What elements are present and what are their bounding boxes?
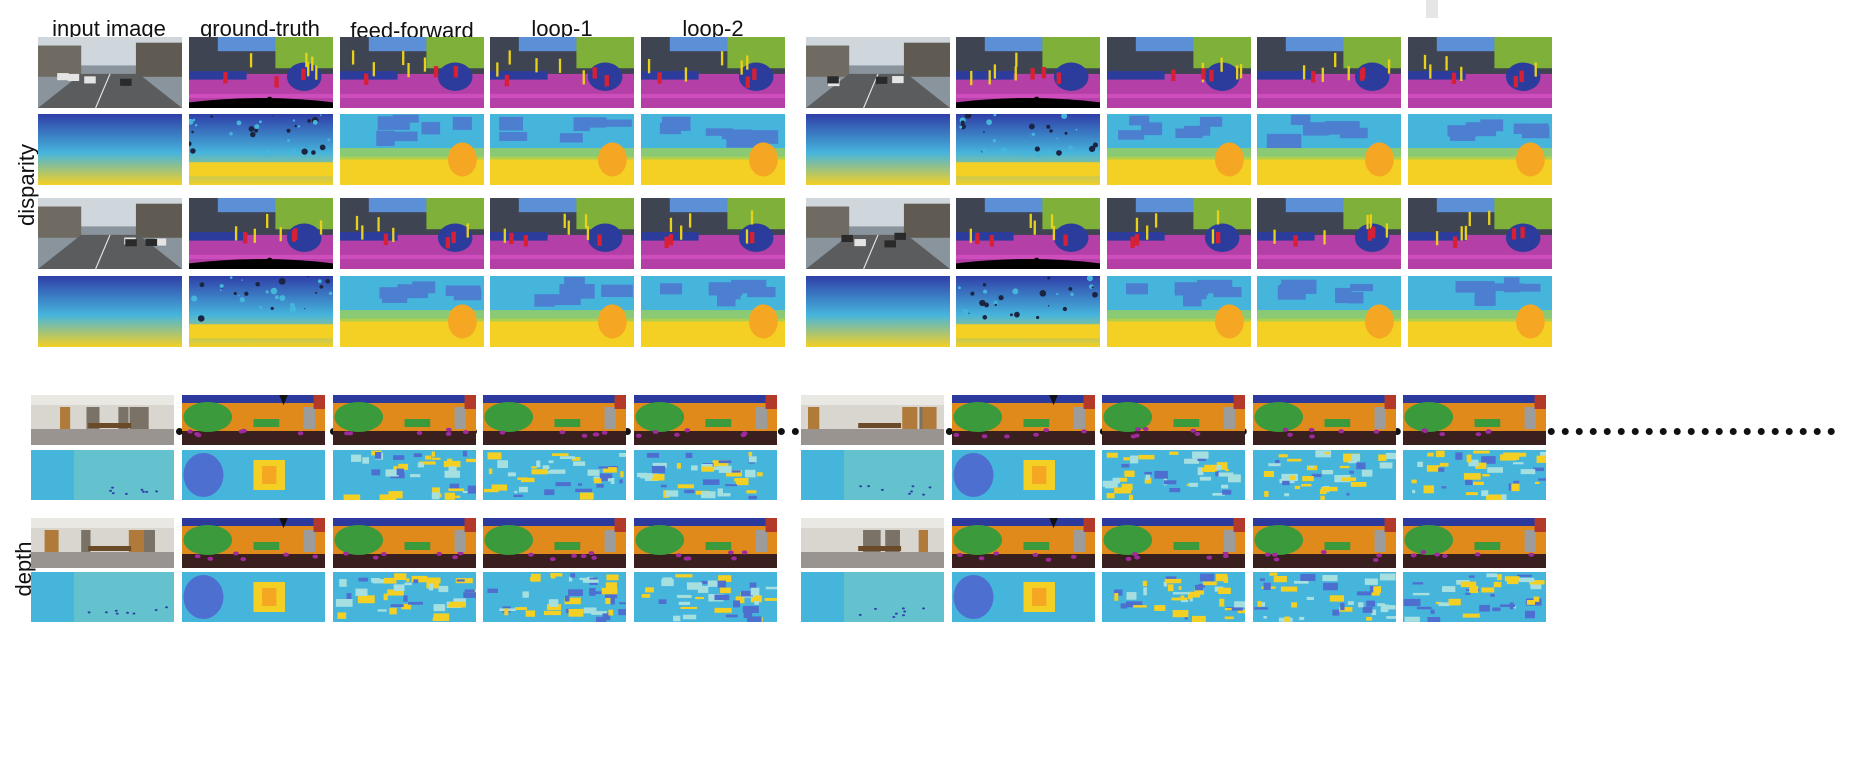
segmentation-tile xyxy=(952,518,1095,568)
segmentation-tile xyxy=(641,37,785,108)
col-label-gt-top: ground-truth xyxy=(200,16,320,41)
col-label-input-top: input image xyxy=(52,16,166,41)
depth-tile xyxy=(801,450,944,500)
col-label-loop1-top: loop-1 xyxy=(531,16,593,41)
row-label-disparity: disparity xyxy=(14,144,39,226)
segmentation-tile xyxy=(1102,518,1245,568)
segmentation-tile xyxy=(189,198,333,269)
depth-tile xyxy=(952,450,1095,500)
segmentation-tile xyxy=(182,395,325,445)
segmentation-tile xyxy=(634,395,777,445)
segmentation-tile xyxy=(490,198,634,269)
depth-tile xyxy=(952,572,1095,622)
depth-tile xyxy=(801,572,944,622)
segmentation-tile xyxy=(634,518,777,568)
disparity-tile xyxy=(490,114,634,185)
segmentation-tile xyxy=(340,37,484,108)
depth-tile xyxy=(31,572,174,622)
input-image-tile xyxy=(806,37,950,108)
segmentation-tile xyxy=(1107,198,1251,269)
depth-tile xyxy=(182,572,325,622)
depth-tile xyxy=(483,572,626,622)
segmentation-tile xyxy=(641,198,785,269)
segmentation-tile xyxy=(1257,198,1401,269)
segmentation-tile xyxy=(333,518,476,568)
segmentation-tile xyxy=(1102,395,1245,445)
segmentation-tile xyxy=(1408,37,1552,108)
input-image-tile xyxy=(801,518,944,568)
segmentation-tile xyxy=(956,198,1100,269)
segmentation-tile xyxy=(333,395,476,445)
depth-tile xyxy=(634,450,777,500)
input-image-tile xyxy=(31,395,174,445)
disparity-tile xyxy=(38,276,182,347)
disparity-tile xyxy=(806,276,950,347)
segmentation-tile xyxy=(182,518,325,568)
disparity-tile xyxy=(1107,276,1251,347)
input-image-tile xyxy=(38,198,182,269)
segmentation-tile xyxy=(340,198,484,269)
disparity-tile xyxy=(189,276,333,347)
disparity-tile xyxy=(641,276,785,347)
depth-tile xyxy=(333,572,476,622)
disparity-tile xyxy=(1257,114,1401,185)
disparity-tile xyxy=(1107,114,1251,185)
depth-tile xyxy=(333,450,476,500)
segmentation-tile xyxy=(1403,395,1546,445)
input-image-tile xyxy=(806,198,950,269)
segmentation-tile xyxy=(1257,37,1401,108)
input-image-tile xyxy=(31,518,174,568)
depth-tile xyxy=(1102,450,1245,500)
segmentation-tile xyxy=(956,37,1100,108)
depth-tile xyxy=(634,572,777,622)
segmentation-tile xyxy=(490,37,634,108)
disparity-tile xyxy=(38,114,182,185)
col-label-loop2-top: loop-2 xyxy=(682,16,744,41)
segmentation-tile xyxy=(1253,518,1396,568)
disparity-tile xyxy=(1257,276,1401,347)
disparity-tile xyxy=(340,114,484,185)
depth-tile xyxy=(483,450,626,500)
disparity-tile xyxy=(806,114,950,185)
segmentation-tile xyxy=(1253,395,1396,445)
disparity-tile xyxy=(641,114,785,185)
depth-tile xyxy=(1253,572,1396,622)
depth-tile xyxy=(31,450,174,500)
depth-tile xyxy=(1403,572,1546,622)
input-image-tile xyxy=(801,395,944,445)
disparity-tile xyxy=(1408,276,1552,347)
segmentation-tile xyxy=(483,518,626,568)
segmentation-tile xyxy=(1408,198,1552,269)
input-image-tile xyxy=(38,37,182,108)
disparity-tile xyxy=(956,276,1100,347)
depth-tile xyxy=(1102,572,1245,622)
segmentation-tile xyxy=(952,395,1095,445)
disparity-tile xyxy=(189,114,333,185)
disparity-tile xyxy=(956,114,1100,185)
segmentation-tile xyxy=(1107,37,1251,108)
depth-tile xyxy=(1403,450,1546,500)
segmentation-tile xyxy=(1403,518,1546,568)
segmentation-tile xyxy=(189,37,333,108)
depth-tile xyxy=(1253,450,1396,500)
disparity-tile xyxy=(1408,114,1552,185)
disparity-tile xyxy=(340,276,484,347)
segmentation-tile xyxy=(483,395,626,445)
depth-tile xyxy=(182,450,325,500)
disparity-tile xyxy=(490,276,634,347)
corner-mark xyxy=(1426,0,1438,18)
